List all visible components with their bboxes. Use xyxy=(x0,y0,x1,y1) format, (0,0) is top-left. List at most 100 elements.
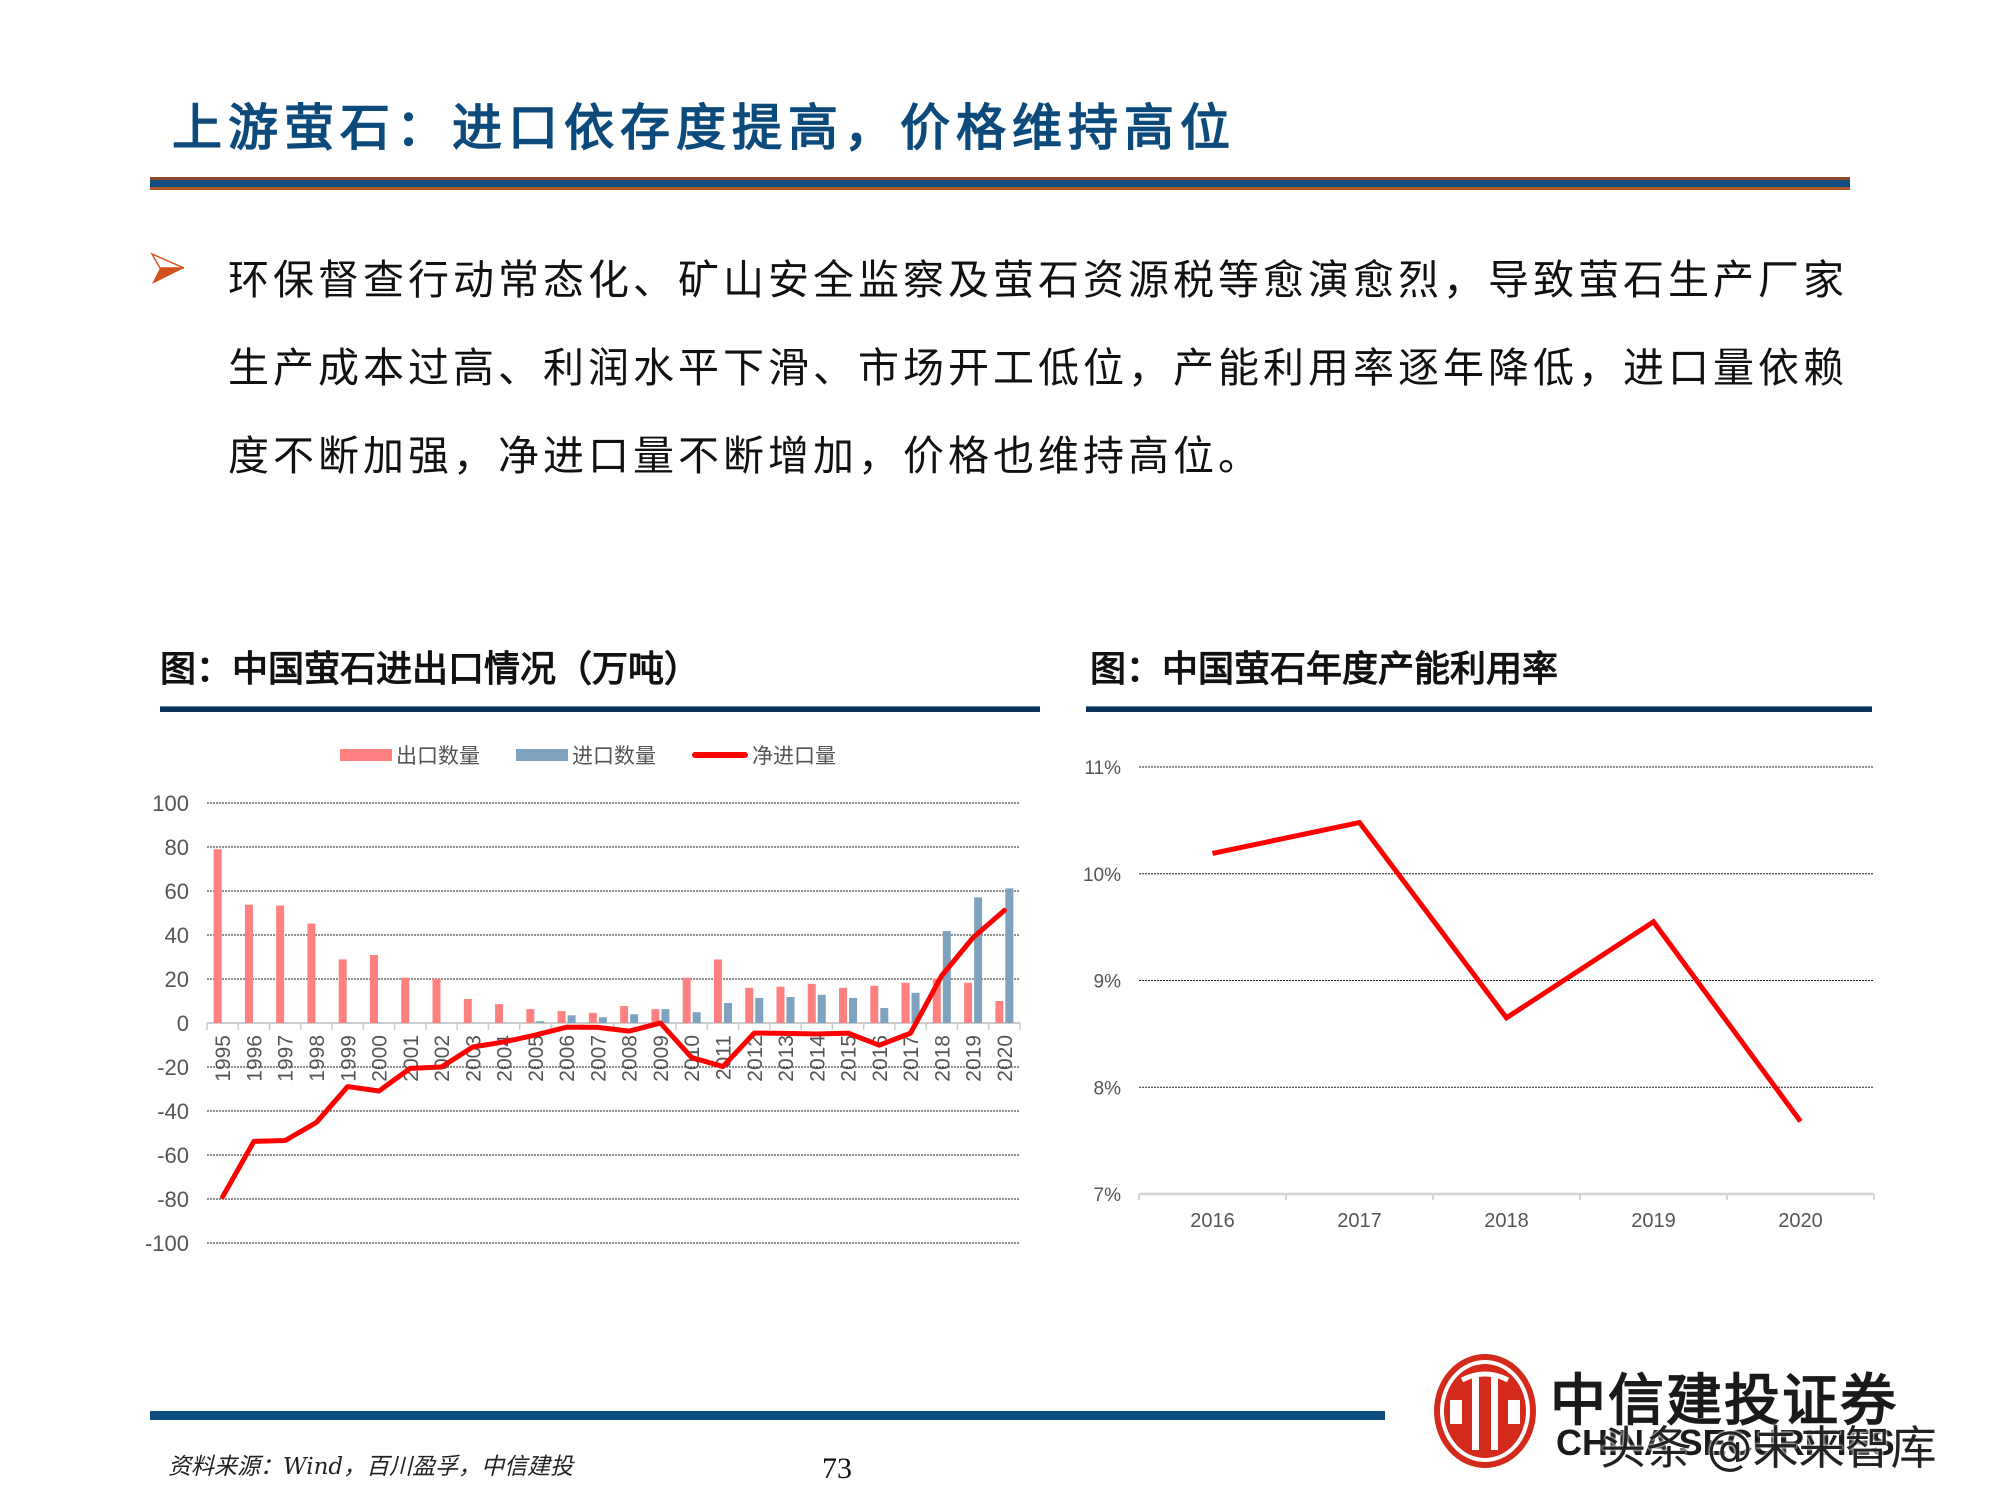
export-bar xyxy=(369,955,378,1023)
import-bar xyxy=(942,931,951,1023)
x-tick-label: 2017 xyxy=(900,1035,923,1082)
export-bar xyxy=(276,905,285,1023)
slide-title: 上游萤石：进口依存度提高，价格维持高位 xyxy=(172,99,1236,157)
footer-divider xyxy=(150,1411,1385,1420)
y-tick-label: 100 xyxy=(152,791,189,816)
import-bar xyxy=(567,1015,576,1023)
y-tick-label: -100 xyxy=(145,1231,189,1256)
x-tick-label: 2004 xyxy=(494,1035,517,1082)
export-bar xyxy=(745,987,754,1023)
export-bar xyxy=(432,979,441,1023)
x-tick-label: 2005 xyxy=(525,1035,548,1082)
y-tick-label: 80 xyxy=(165,835,189,860)
net-swatch xyxy=(692,752,748,758)
export-bar xyxy=(213,849,222,1023)
net-import-line xyxy=(220,907,1007,1200)
export-bar xyxy=(588,1012,597,1023)
export-bar xyxy=(244,904,253,1023)
import-export-chart-divider xyxy=(160,706,1040,712)
legend-export-label: 出口数量 xyxy=(396,744,480,768)
x-tick-label: 1998 xyxy=(306,1035,329,1082)
export-bar xyxy=(713,959,722,1023)
x-tick-label: 2015 xyxy=(838,1035,861,1082)
import-bar xyxy=(1005,888,1014,1023)
title-divider xyxy=(150,177,1850,190)
source-note: 资料来源：Wind，百川盈孚，中信建投 xyxy=(168,1454,574,1480)
y-tick-label: -60 xyxy=(157,1143,189,1168)
export-bar xyxy=(932,978,941,1023)
import-export-chart-title: 图：中国萤石进出口情况（万吨） xyxy=(160,649,701,690)
y-tick-label: 0 xyxy=(177,1011,189,1036)
export-bar xyxy=(839,987,848,1023)
import-bar xyxy=(692,1012,701,1023)
x-tick-label: 2011 xyxy=(712,1035,735,1080)
export-bar xyxy=(338,959,347,1023)
export-bar xyxy=(995,1001,1004,1023)
export-bar xyxy=(682,977,691,1023)
x-tick-label: 2013 xyxy=(775,1035,798,1082)
import-bar xyxy=(817,994,826,1023)
export-bar xyxy=(463,999,472,1023)
y-tick-label: 7% xyxy=(1094,1185,1122,1206)
import-bar xyxy=(630,1014,639,1023)
legend-net-label: 净进口量 xyxy=(752,744,836,768)
capacity-utilization-chart-divider xyxy=(1086,706,1872,712)
page-number: 73 xyxy=(822,1452,852,1485)
y-tick-label: 20 xyxy=(165,967,189,992)
import-bar xyxy=(755,997,764,1023)
arrow-bullet-icon xyxy=(150,252,185,284)
y-tick-label: -20 xyxy=(157,1055,189,1080)
export-bar xyxy=(307,923,316,1023)
export-bar xyxy=(870,985,879,1023)
legend-import: 进口数量 xyxy=(516,740,656,770)
brand-name-cn: 中信建投证券 xyxy=(1550,1368,1898,1434)
watermark: 头条 @未来智库 xyxy=(1600,1421,1937,1475)
legend-net: 净进口量 xyxy=(692,740,836,770)
import-bar xyxy=(880,1008,889,1023)
export-bar xyxy=(807,983,816,1023)
x-tick-label: 2014 xyxy=(806,1035,829,1082)
y-tick-label: 8% xyxy=(1094,1078,1122,1099)
y-tick-label: 10% xyxy=(1083,865,1121,886)
import-bar xyxy=(786,997,795,1023)
legend-import-label: 进口数量 xyxy=(572,744,656,768)
x-tick-label: 2019 xyxy=(963,1035,986,1082)
x-tick-label: 1995 xyxy=(212,1035,235,1082)
x-tick-label: 2019 xyxy=(1631,1210,1676,1232)
export-bar xyxy=(901,982,910,1023)
import-bar xyxy=(661,1009,670,1023)
x-tick-label: 1996 xyxy=(243,1035,266,1082)
x-tick-label: 2017 xyxy=(1337,1210,1382,1232)
x-tick-label: 2018 xyxy=(931,1035,954,1082)
x-tick-label: 2007 xyxy=(587,1035,610,1082)
x-tick-label: 2006 xyxy=(556,1035,579,1082)
export-bar xyxy=(526,1009,535,1023)
y-tick-label: -80 xyxy=(157,1187,189,1212)
x-tick-label: 2008 xyxy=(619,1035,642,1082)
x-tick-label: 1997 xyxy=(275,1035,298,1082)
x-tick-label: 2020 xyxy=(1778,1210,1823,1232)
import-bar xyxy=(536,1021,545,1023)
export-bar xyxy=(620,1006,629,1023)
x-tick-label: 2020 xyxy=(994,1035,1017,1082)
y-tick-label: 60 xyxy=(165,879,189,904)
import-bar xyxy=(849,997,858,1023)
bullet-paragraph: 环保督查行动常态化、矿山安全监察及萤石资源税等愈演愈烈，导致萤石生产厂家生产成本… xyxy=(228,256,1848,480)
export-bar xyxy=(964,982,973,1023)
x-tick-label: 2000 xyxy=(369,1035,392,1082)
y-tick-label: 40 xyxy=(165,923,189,948)
import-bar xyxy=(974,897,983,1023)
y-tick-label: -40 xyxy=(157,1099,189,1124)
chart-legend: 出口数量 进口数量 净进口量 xyxy=(340,740,836,770)
import-bar xyxy=(911,992,920,1023)
brand-name-en: CHINA SECURITIES xyxy=(1556,1422,1895,1463)
export-bar xyxy=(495,1004,504,1023)
y-tick-label: 11% xyxy=(1084,758,1121,779)
export-swatch xyxy=(340,749,392,761)
x-tick-label: 1999 xyxy=(337,1035,360,1082)
capacity-utilization-chart-title: 图：中国萤石年度产能利用率 xyxy=(1090,649,1559,690)
x-tick-label: 2016 xyxy=(1190,1210,1235,1232)
y-tick-label: 9% xyxy=(1094,972,1122,993)
